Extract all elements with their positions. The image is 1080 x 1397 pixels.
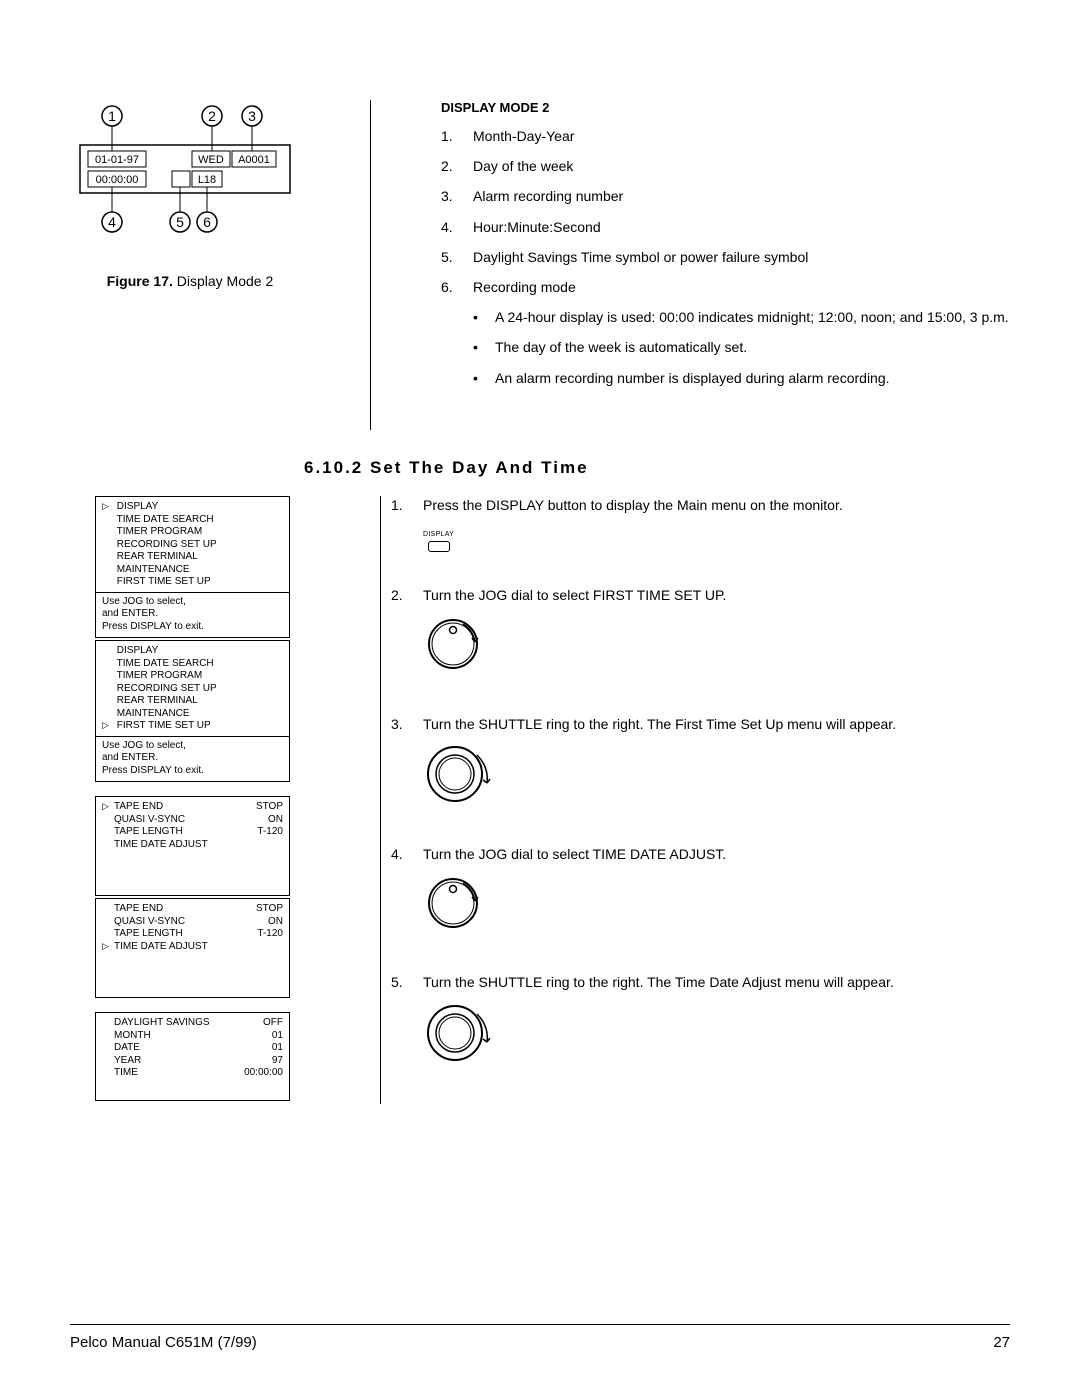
display-mode-item: 5.Daylight Savings Time symbol or power … bbox=[441, 248, 1010, 266]
figure-17: 1 2 3 01-01-97 WED A0001 00:00 bbox=[70, 100, 310, 299]
menu-screen: ▷ DISPLAY TIME DATE SEARCH TIMER PROGRAM… bbox=[95, 496, 290, 638]
svg-text:6: 6 bbox=[203, 214, 211, 230]
section-heading: 6.10.2 Set The Day And Time bbox=[304, 458, 1010, 478]
page-footer: Pelco Manual C651M (7/99) 27 bbox=[70, 1334, 1010, 1351]
display-mode-item: 1.Month-Day-Year bbox=[441, 127, 1010, 145]
display-mode-list: 1.Month-Day-Year 2.Day of the week 3.Alarm… bbox=[441, 127, 1010, 387]
step-graphic bbox=[423, 871, 1010, 939]
display-mode-bullet: •An alarm recording number is displayed … bbox=[473, 369, 1010, 387]
step-item: 5.Turn the SHUTTLE ring to the right. Th… bbox=[391, 973, 1010, 1089]
figure-17-svg: 1 2 3 01-01-97 WED A0001 00:00 bbox=[70, 100, 310, 260]
svg-text:5: 5 bbox=[176, 214, 184, 230]
top-section: 1 2 3 01-01-97 WED A0001 00:00 bbox=[70, 100, 1010, 430]
menu-screen: ▷ TAPE ENDSTOP QUASI V-SYNCON TAPE LENGT… bbox=[95, 796, 290, 896]
step-item: 4.Turn the JOG dial to select TIME DATE … bbox=[391, 845, 1010, 959]
menu-screens-column: ▷ DISPLAY TIME DATE SEARCH TIMER PROGRAM… bbox=[70, 496, 330, 1104]
step-item: 2.Turn the JOG dial to select FIRST TIME… bbox=[391, 586, 1010, 700]
step-graphic bbox=[423, 612, 1010, 680]
step-item: 3.Turn the SHUTTLE ring to the right. Th… bbox=[391, 715, 1010, 831]
figure-column: 1 2 3 01-01-97 WED A0001 00:00 bbox=[70, 100, 330, 430]
display-button-icon: DISPLAY bbox=[423, 530, 454, 552]
set-time-section: ▷ DISPLAY TIME DATE SEARCH TIMER PROGRAM… bbox=[70, 496, 1010, 1104]
fig-cell-date: 01-01-97 bbox=[95, 154, 139, 166]
vertical-divider-2 bbox=[380, 496, 381, 1104]
vertical-divider bbox=[370, 100, 371, 430]
fig-cell-time: 00:00:00 bbox=[96, 174, 139, 186]
footer-right: 27 bbox=[993, 1334, 1010, 1351]
display-mode-item: 2.Day of the week bbox=[441, 157, 1010, 175]
display-mode-bullet: •The day of the week is automatically se… bbox=[473, 338, 1010, 356]
display-mode-column: DISPLAY MODE 2 1.Month-Day-Year 2.Day of … bbox=[411, 100, 1010, 430]
step-graphic bbox=[423, 1000, 1010, 1070]
display-mode-item: 4.Hour:Minute:Second bbox=[441, 218, 1010, 236]
display-mode-item: 6.Recording mode bbox=[441, 278, 1010, 296]
display-mode-bullet: •A 24-hour display is used: 00:00 indica… bbox=[473, 308, 1010, 326]
svg-text:3: 3 bbox=[248, 108, 256, 124]
menu-screen: DISPLAY TIME DATE SEARCH TIMER PROGRAM R… bbox=[95, 640, 290, 782]
step-graphic: DISPLAY bbox=[423, 522, 1010, 552]
fig-cell-mode: L18 bbox=[198, 174, 216, 186]
svg-text:4: 4 bbox=[108, 214, 116, 230]
footer-left: Pelco Manual C651M (7/99) bbox=[70, 1334, 257, 1351]
display-mode-item: 3.Alarm recording number bbox=[441, 187, 1010, 205]
footer-rule bbox=[70, 1324, 1010, 1325]
display-mode-title: DISPLAY MODE 2 bbox=[441, 100, 1010, 115]
svg-text:1: 1 bbox=[108, 108, 116, 124]
fig-cell-alarm: A0001 bbox=[238, 154, 270, 166]
step-item: 1.Press the DISPLAY button to display th… bbox=[391, 496, 1010, 572]
steps-column: 1.Press the DISPLAY button to display th… bbox=[391, 496, 1010, 1104]
menu-screen: DAYLIGHT SAVINGSOFF MONTH01 DATE01 YEAR9… bbox=[95, 1012, 290, 1101]
svg-text:2: 2 bbox=[208, 108, 216, 124]
page: 1 2 3 01-01-97 WED A0001 00:00 bbox=[70, 100, 1010, 1104]
steps-list: 1.Press the DISPLAY button to display th… bbox=[391, 496, 1010, 1090]
figure-caption: Figure 17. Display Mode 2 bbox=[70, 273, 310, 289]
menu-screen: TAPE ENDSTOP QUASI V-SYNCON TAPE LENGTHT… bbox=[95, 898, 290, 998]
fig-cell-day: WED bbox=[198, 154, 224, 166]
step-graphic bbox=[423, 741, 1010, 811]
